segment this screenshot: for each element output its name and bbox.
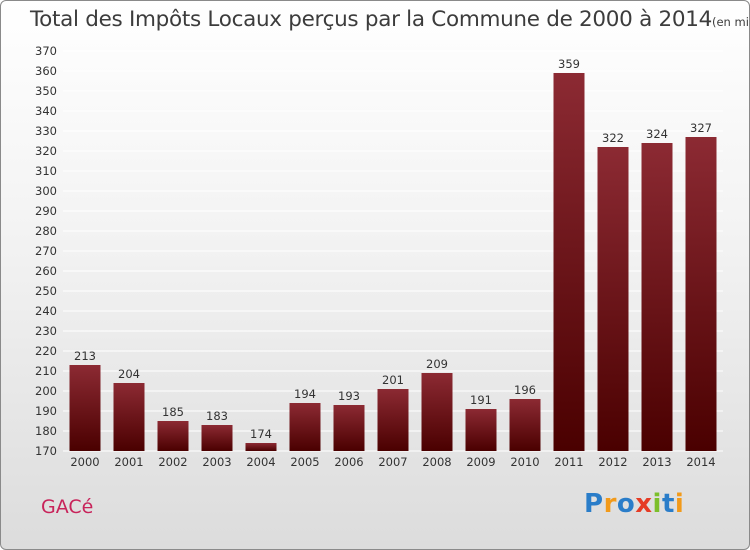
y-tick-label: 350 xyxy=(35,84,57,98)
y-tick-label: 200 xyxy=(35,384,57,398)
data-label: 209 xyxy=(426,357,448,371)
y-tick-label: 170 xyxy=(35,444,57,458)
y-tick-label: 270 xyxy=(35,244,57,258)
data-label: 204 xyxy=(118,367,140,381)
y-tick-label: 190 xyxy=(35,404,57,418)
y-tick-label: 360 xyxy=(35,64,57,78)
bar-2000 xyxy=(69,365,101,451)
x-tick-label: 2010 xyxy=(510,455,539,469)
y-tick-label: 240 xyxy=(35,304,57,318)
logo-letter: i xyxy=(652,489,662,519)
data-label: 327 xyxy=(690,121,712,135)
logo-letter: i xyxy=(674,489,685,519)
logo-letter: r xyxy=(603,489,617,519)
y-tick-label: 320 xyxy=(35,144,57,158)
data-label: 322 xyxy=(602,131,624,145)
x-tick-label: 2005 xyxy=(290,455,319,469)
x-tick-label: 2007 xyxy=(378,455,407,469)
x-tick-label: 2004 xyxy=(246,455,275,469)
x-tick-label: 2000 xyxy=(70,455,99,469)
x-tick-label: 2006 xyxy=(334,455,363,469)
data-label: 359 xyxy=(558,57,580,71)
bar-2004 xyxy=(245,443,277,451)
y-tick-label: 290 xyxy=(35,204,57,218)
y-axis-ticks: 170 180 190 200 210 220 230 240 250 260 270 280 290 3… xyxy=(35,44,57,458)
y-tick-label: 250 xyxy=(35,284,57,298)
data-label: 201 xyxy=(382,373,404,387)
y-tick-label: 210 xyxy=(35,364,57,378)
y-tick-label: 260 xyxy=(35,264,57,278)
bar-2013 xyxy=(641,143,673,451)
y-tick-label: 300 xyxy=(35,184,57,198)
logo-letter: x xyxy=(635,489,653,519)
y-tick-label: 370 xyxy=(35,44,57,58)
bar-2006 xyxy=(333,405,365,451)
x-tick-label: 2002 xyxy=(158,455,187,469)
x-tick-label: 2012 xyxy=(598,455,627,469)
logo-letter: P xyxy=(584,489,604,519)
y-tick-label: 230 xyxy=(35,324,57,338)
data-label: 324 xyxy=(646,127,668,141)
x-tick-label: 2013 xyxy=(642,455,671,469)
bar-2008 xyxy=(421,373,453,451)
unit-note: (en milliers d'€) xyxy=(712,15,749,29)
bars xyxy=(69,73,717,451)
bar-2010 xyxy=(509,399,541,451)
y-tick-label: 280 xyxy=(35,224,57,238)
bar-2011 xyxy=(553,73,585,451)
logo-letter: t xyxy=(661,489,675,519)
data-label: 185 xyxy=(162,405,184,419)
bar-2009 xyxy=(465,409,497,451)
y-tick-label: 220 xyxy=(35,344,57,358)
data-label: 174 xyxy=(250,427,272,441)
x-tick-label: 2011 xyxy=(554,455,583,469)
bar-2014 xyxy=(685,137,717,451)
bar-2002 xyxy=(157,421,189,451)
proxiti-logo: Proxiti xyxy=(584,489,684,519)
x-tick-label: 2014 xyxy=(686,455,715,469)
x-axis-ticks: 2000 2001 2002 2003 2004 2005 2006 2007 2008 2009… xyxy=(70,455,715,469)
y-tick-label: 180 xyxy=(35,424,57,438)
data-label: 193 xyxy=(338,389,360,403)
x-tick-label: 2008 xyxy=(422,455,451,469)
data-label: 196 xyxy=(514,383,536,397)
bar-2003 xyxy=(201,425,233,451)
data-label: 213 xyxy=(74,349,96,363)
bar-2012 xyxy=(597,147,629,451)
bar-2001 xyxy=(113,383,145,451)
commune-name: GACé xyxy=(41,496,94,518)
data-label: 194 xyxy=(294,387,316,401)
data-label: 191 xyxy=(470,393,492,407)
x-tick-label: 2003 xyxy=(202,455,231,469)
x-tick-label: 2009 xyxy=(466,455,495,469)
chart-title-text: Total des Impôts Locaux perçus par la Co… xyxy=(30,7,712,32)
y-tick-label: 330 xyxy=(35,124,57,138)
logo-letter: o xyxy=(616,489,636,519)
bar-2005 xyxy=(289,403,321,451)
x-tick-label: 2001 xyxy=(114,455,143,469)
data-labels: 213 204 185 183 174 194 193 201 209 191 196 359 322 3… xyxy=(74,57,712,441)
chart-title: Total des Impôts Locaux perçus par la Co… xyxy=(30,7,749,32)
y-tick-label: 340 xyxy=(35,104,57,118)
y-tick-label: 310 xyxy=(35,164,57,178)
bar-2007 xyxy=(377,389,409,451)
data-label: 183 xyxy=(206,409,228,423)
